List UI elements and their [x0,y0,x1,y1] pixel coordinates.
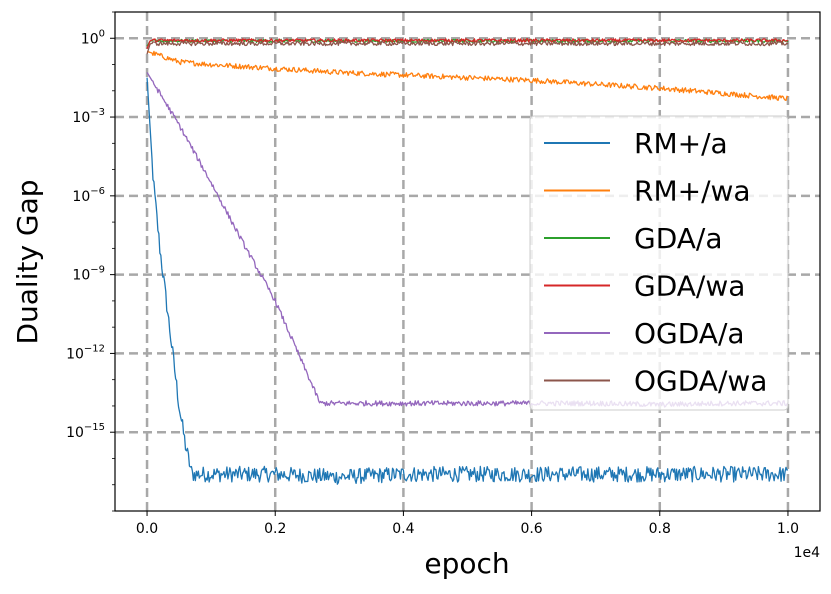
y-tick-label: 10−3 [72,107,105,126]
x-axis-offset-label: 1e4 [794,545,821,561]
legend-label: OGDA/wa [634,365,767,398]
legend-label: GDA/wa [634,270,745,303]
plot-frame [114,11,821,512]
legend-label: RM+/a [634,127,728,160]
x-tick-label: 0.8 [649,521,671,537]
y-axis-label: Duality Gap [11,179,44,344]
legend-label: OGDA/a [634,317,745,350]
x-tick-label: 0.2 [264,521,286,537]
x-tick-label: 1.0 [777,521,799,537]
legend: RM+/a RM+/wa GDA/a GDA/wa OGDA/a OGDA/wa [529,115,789,411]
series-line-5 [146,40,789,55]
series-line-1 [146,50,789,101]
y-axis-ticks: 100 10−3 10−6 10−9 10−12 10−15 [66,11,115,512]
series-line-3 [146,38,789,50]
grid [115,12,820,511]
series-line-0 [146,77,789,485]
legend-label: GDA/a [634,222,723,255]
x-axis-ticks: 0.0 0.2 0.4 0.6 0.8 1.0 [136,511,799,537]
x-tick-label: 0.6 [520,521,542,537]
legend-label: RM+/wa [634,175,751,208]
x-axis-label: epoch [424,547,509,580]
y-tick-label: 100 [81,28,105,47]
x-tick-label: 0.0 [136,521,158,537]
y-tick-label: 10−12 [66,343,105,362]
y-tick-label: 10−6 [72,186,105,205]
x-tick-label: 0.4 [392,521,414,537]
y-tick-label: 10−9 [72,265,105,284]
y-tick-label: 10−15 [66,422,105,441]
